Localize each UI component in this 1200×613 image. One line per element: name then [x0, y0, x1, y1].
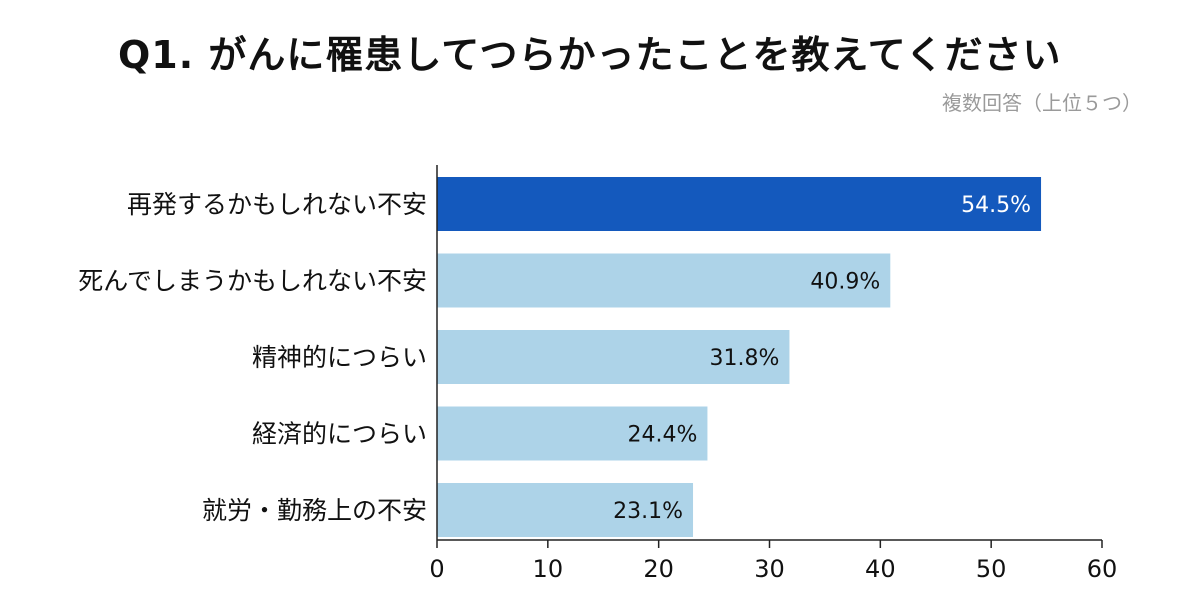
value-label-0: 54.5% — [961, 193, 1031, 218]
x-tick-label-3: 30 — [754, 555, 785, 583]
bar-0 — [437, 177, 1042, 231]
chart-title: Q1. がんに罹患してつらかったことを教えてください — [118, 33, 1062, 77]
bar-3 — [437, 406, 708, 461]
value-label-2: 31.8% — [710, 346, 780, 371]
value-label-4: 23.1% — [613, 499, 683, 524]
category-label-1: 死んでしまうかもしれない不安 — [78, 267, 427, 296]
x-tick-label-5: 50 — [976, 555, 1007, 583]
value-label-3: 24.4% — [628, 423, 698, 448]
category-label-3: 経済的につらい — [252, 420, 427, 449]
x-tick-label-6: 60 — [1087, 555, 1118, 583]
x-tick-label-1: 10 — [533, 555, 564, 583]
category-label-4: 就労・勤務上の不安 — [202, 496, 427, 525]
bar-2 — [437, 330, 790, 384]
x-tick-label-0: 0 — [429, 555, 444, 583]
chart-subtitle: 複数回答（上位５つ） — [942, 91, 1142, 115]
value-label-1: 40.9% — [810, 270, 880, 295]
bar-1 — [437, 253, 891, 308]
bar-4 — [437, 483, 694, 537]
x-tick-label-4: 40 — [865, 555, 896, 583]
x-tick-label-2: 20 — [643, 555, 674, 583]
category-label-0: 再発するかもしれない不安 — [127, 190, 427, 219]
category-label-2: 精神的につらい — [252, 343, 427, 372]
